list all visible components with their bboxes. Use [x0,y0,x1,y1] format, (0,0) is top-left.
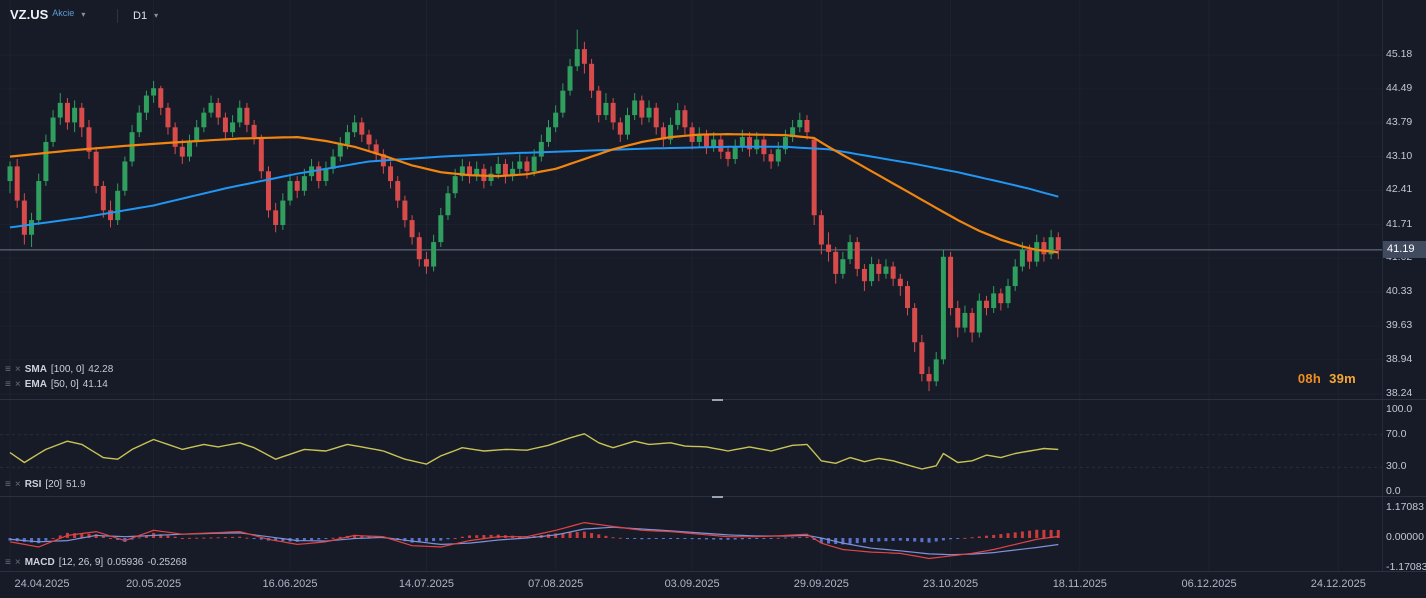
indicator-value: 51.9 [66,479,86,490]
price-tick: 38.24 [1386,387,1413,400]
indicator-settings-icon[interactable]: ≡ [5,363,11,375]
candle-countdown: 08h 39m [1298,371,1356,386]
date-tick: 29.09.2025 [793,578,849,590]
price-tick: 43.10 [1386,149,1413,162]
indicator-remove-icon[interactable]: × [14,363,21,375]
indicator-settings-icon[interactable]: ≡ [5,556,11,568]
indicator-params: [12, 26, 9] [58,557,104,568]
pane-resize-handle[interactable] [708,396,726,403]
indicator-legend-sma: ≡ × SMA [100, 0] 42.28 [5,364,113,375]
rsi-tick: 0.0 [1386,485,1401,497]
macd-tick: -1.17083 [1386,560,1426,573]
date-tick: 24.04.2025 [14,578,70,590]
indicator-remove-icon[interactable]: × [14,556,21,568]
countdown-hours: 08h [1297,371,1322,386]
chevron-down-icon: ▾ [81,10,86,19]
date-tick: 24.12.2025 [1310,578,1366,590]
indicator-settings-icon[interactable]: ≡ [5,478,11,490]
market-type-label: Akcie [52,8,75,18]
macd-tick: 1.17083 [1386,501,1424,513]
indicator-value: 42.28 [88,364,114,375]
price-tick: 39.63 [1386,319,1413,332]
macd-tick: 0.00000 [1386,531,1424,543]
timeframe-picker[interactable]: D1 ▾ [133,9,158,23]
time-axis[interactable]: 24.04.2025 20.05.2025 16.06.2025 14.07.2025… [0,572,1426,598]
indicator-name: EMA [24,379,47,390]
symbol-picker[interactable]: VZ.US Akcie ▾ [10,8,85,22]
price-tick: 42.41 [1386,183,1413,196]
price-axis[interactable]: 41.19 45.1844.4943.7943.1042.4141.7141.0… [1383,0,1426,573]
price-axis-border [1382,0,1383,572]
indicator-params: [100, 0] [50,364,85,375]
rsi-tick: 100.0 [1386,403,1413,415]
indicator-legend-macd: ≡ × MACD [12, 26, 9] 0.05936 -0.25268 [5,557,187,568]
date-tick: 03.09.2025 [664,578,720,590]
price-tick: 44.49 [1386,81,1413,94]
indicator-params: [50, 0] [50,379,79,390]
price-tick: 41.71 [1386,217,1413,230]
date-tick: 20.05.2025 [126,578,182,590]
indicator-remove-icon[interactable]: × [14,378,21,390]
price-tick: 43.79 [1386,115,1413,128]
indicator-settings-icon[interactable]: ≡ [5,378,11,390]
date-tick: 23.10.2025 [923,578,979,590]
date-tick: 16.06.2025 [262,578,318,590]
indicator-legend-ema: ≡ × EMA [50, 0] 41.14 [5,379,108,390]
toolbar-divider [117,9,118,23]
indicator-legend-rsi: ≡ × RSI [20] 51.9 [5,479,86,490]
date-tick: 18.11.2025 [1052,578,1107,590]
symbol-name: VZ.US [10,7,49,22]
current-price-badge: 41.19 [1383,240,1426,258]
chevron-down-icon: ▾ [154,11,159,20]
timeframe-label: D1 [133,9,148,22]
price-tick: 45.18 [1386,48,1413,60]
countdown-minutes: 39m [1329,371,1356,386]
time-axis-separator [0,571,1426,572]
price-tick: 38.94 [1386,352,1413,365]
rsi-tick: 70.0 [1386,427,1407,440]
indicator-name: SMA [24,364,47,375]
date-tick: 06.12.2025 [1181,578,1237,590]
indicator-name: RSI [24,479,42,490]
indicator-value-macd: 0.05936 [107,557,144,568]
price-tick: 40.33 [1386,284,1413,297]
date-tick: 07.08.2025 [528,578,584,590]
indicator-name: MACD [24,557,55,568]
indicator-value: 41.14 [82,379,108,390]
rsi-tick: 30.0 [1386,460,1407,473]
date-tick: 14.07.2025 [398,578,454,590]
indicator-remove-icon[interactable]: × [14,478,21,490]
pane-resize-handle[interactable] [708,493,726,500]
indicator-params: [20] [45,479,63,490]
indicator-value-signal: -0.25268 [147,557,187,568]
